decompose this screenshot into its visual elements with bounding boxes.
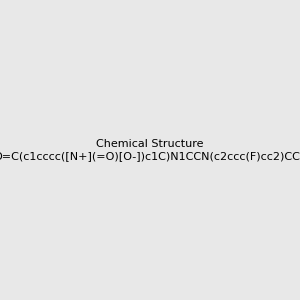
- Text: Chemical Structure
O=C(c1cccc([N+](=O)[O-])c1C)N1CCN(c2ccc(F)cc2)CC1: Chemical Structure O=C(c1cccc([N+](=O)[O…: [0, 139, 300, 161]
